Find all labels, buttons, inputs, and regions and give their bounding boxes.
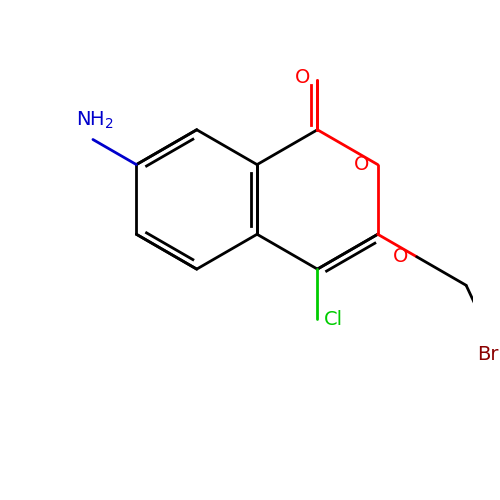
Text: O: O (354, 155, 370, 174)
Text: Cl: Cl (324, 310, 344, 329)
Text: NH$_2$: NH$_2$ (76, 110, 114, 132)
Text: O: O (393, 247, 408, 266)
Text: Br: Br (478, 345, 499, 364)
Text: O: O (296, 68, 310, 87)
